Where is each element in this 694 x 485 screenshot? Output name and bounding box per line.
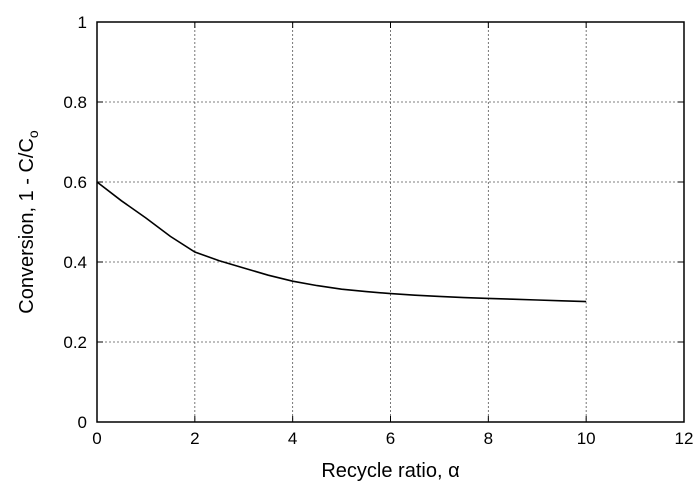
x-tick-label: 2 — [190, 429, 199, 448]
y-axis-label-subscript: o — [25, 130, 41, 138]
y-tick-labels: 0 0.2 0.4 0.6 0.8 1 — [63, 13, 87, 432]
y-tick-label: 0.6 — [63, 173, 87, 192]
x-tick-label: 0 — [92, 429, 101, 448]
grid — [97, 22, 684, 422]
y-tick-label: 0 — [78, 413, 87, 432]
y-tick-label: 1 — [78, 13, 87, 32]
y-axis-label: Conversion, 1 - C/Co — [16, 130, 41, 314]
x-tick-label: 4 — [288, 429, 297, 448]
y-tick-label: 0.4 — [63, 253, 87, 272]
x-tick-label: 6 — [386, 429, 395, 448]
x-tick-label: 10 — [577, 429, 596, 448]
x-tick-label: 8 — [484, 429, 493, 448]
y-tick-label: 0.2 — [63, 333, 87, 352]
y-axis-label-main: Conversion, 1 - C/C — [16, 138, 38, 314]
y-tick-label: 0.8 — [63, 93, 87, 112]
x-tick-label: 12 — [675, 429, 694, 448]
x-axis-label: Recycle ratio, α — [321, 460, 459, 482]
series-line — [96, 181, 587, 303]
x-tick-labels: 0 2 4 6 8 10 12 — [92, 429, 693, 448]
